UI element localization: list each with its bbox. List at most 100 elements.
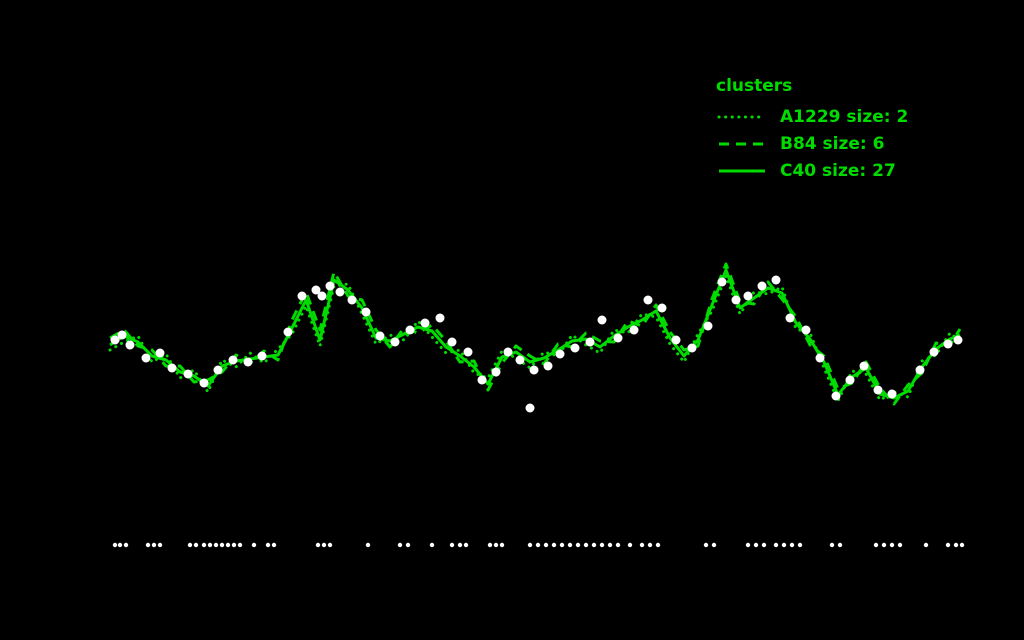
scatter-point [887, 389, 897, 399]
scatter-point [477, 375, 487, 385]
scatter-point [743, 291, 753, 301]
scatter-point [463, 347, 473, 357]
legend-label: A1229 size: 2 [780, 106, 909, 127]
scatter-point [815, 353, 825, 363]
rug-dot [493, 542, 499, 548]
rug-dot [627, 542, 633, 548]
scatter-point [420, 318, 430, 328]
scatter-point [671, 335, 681, 345]
rug-dot [327, 542, 333, 548]
rug-dot [567, 542, 573, 548]
scatter-point [317, 291, 327, 301]
rug-dot [251, 542, 257, 548]
scatter-point [199, 378, 209, 388]
scatter-point [555, 349, 565, 359]
scatter-point [155, 348, 165, 358]
scatter-point [141, 353, 151, 363]
scatter-point [257, 351, 267, 361]
scatter-point [943, 339, 953, 349]
rug-dot [499, 542, 505, 548]
scatter-point [543, 361, 553, 371]
scatter-point [785, 313, 795, 323]
scatter-point [503, 347, 513, 357]
scatter-point [283, 327, 293, 337]
scatter-point [717, 277, 727, 287]
scatter-point [953, 335, 963, 345]
scatter-point [110, 335, 120, 345]
scatter-point [687, 343, 697, 353]
series-line-solid [109, 268, 961, 400]
scatter-point [703, 321, 713, 331]
rug-dot [457, 542, 463, 548]
rug-dot [575, 542, 581, 548]
scatter-point [831, 391, 841, 401]
rug-dot [265, 542, 271, 548]
dashed-line-swatch [719, 142, 765, 145]
scatter-point [335, 287, 345, 297]
rug-dot [761, 542, 767, 548]
rug-dot [639, 542, 645, 548]
scatter-point [297, 291, 307, 301]
rug-dot [551, 542, 557, 548]
scatter-point [125, 340, 135, 350]
scatter-point [771, 275, 781, 285]
dotted-line-swatch [717, 115, 767, 118]
scatter-point [657, 303, 667, 313]
rug-dot [745, 542, 751, 548]
scatter-point [585, 337, 595, 347]
rug-dot [187, 542, 193, 548]
scatter-point [347, 295, 357, 305]
scatter-point [167, 363, 177, 373]
rug-dot [201, 542, 207, 548]
rug-dot [607, 542, 613, 548]
solid-line-swatch [719, 169, 765, 172]
scatter-point [325, 281, 335, 291]
rug-dot [889, 542, 895, 548]
scatter-point [491, 367, 501, 377]
rug-dot [207, 542, 213, 548]
scatter-point [570, 343, 580, 353]
scatter-point [213, 365, 223, 375]
scatter-point [515, 355, 525, 365]
rug-dot [157, 542, 163, 548]
rug-dot [463, 542, 469, 548]
rug-dot [321, 542, 327, 548]
rug-dot [405, 542, 411, 548]
scatter-point [801, 325, 811, 335]
scatter-point [597, 315, 607, 325]
rug-dot [365, 542, 371, 548]
rug-dot [881, 542, 887, 548]
scatter-point [435, 313, 445, 323]
rug-dot [703, 542, 709, 548]
rug-dot [959, 542, 965, 548]
rug-dot [429, 542, 435, 548]
rug-dot [213, 542, 219, 548]
rug-dot [953, 542, 959, 548]
rug-dot [231, 542, 237, 548]
scatter-point [243, 357, 253, 367]
rug-dot [315, 542, 321, 548]
legend-entry-b84: B84 size: 6 [716, 130, 908, 157]
scatter-point [929, 347, 939, 357]
rug-dot [145, 542, 151, 548]
rug-dot [193, 542, 199, 548]
rug-dot [647, 542, 653, 548]
scatter-point [643, 295, 653, 305]
rug-dot [112, 542, 118, 548]
scatter-point [915, 365, 925, 375]
rug-dot [535, 542, 541, 548]
legend-label: B84 size: 6 [780, 133, 885, 154]
rug-dot [923, 542, 929, 548]
rug-dot [397, 542, 403, 548]
rug-dot [559, 542, 565, 548]
scatter-point [375, 331, 385, 341]
rug-dot [837, 542, 843, 548]
scatter-point [390, 337, 400, 347]
legend-label: C40 size: 27 [780, 160, 896, 181]
scatter-point [117, 330, 127, 340]
scatter-point [731, 295, 741, 305]
scatter-point [757, 281, 767, 291]
legend: clusters A1229 size: 2 B84 size: 6 C40 s… [716, 76, 908, 184]
rug-dot [797, 542, 803, 548]
